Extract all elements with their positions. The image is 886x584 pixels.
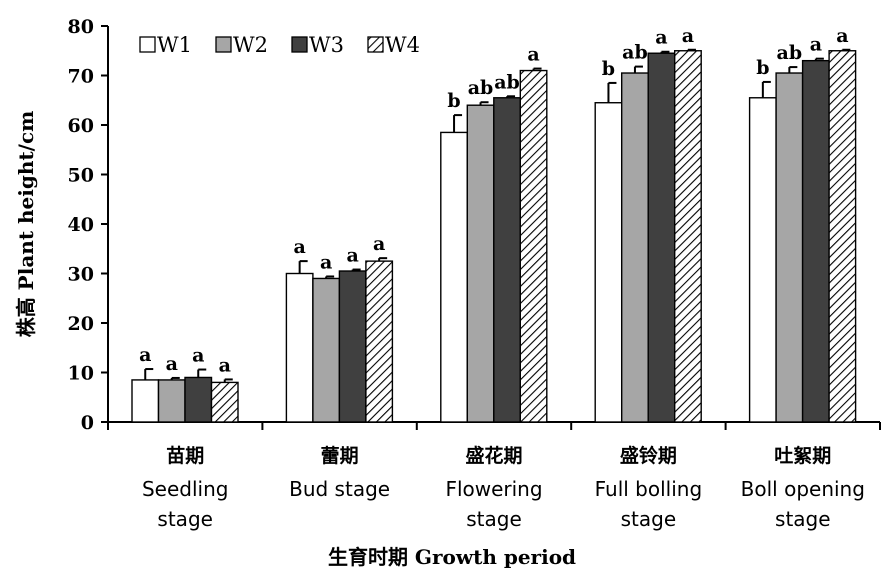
category-label-en: stage xyxy=(775,507,831,531)
bar-w3 xyxy=(184,376,213,423)
significance-label: ab xyxy=(468,77,494,99)
y-tick-label: 10 xyxy=(68,363,94,385)
bar-w3 xyxy=(493,97,521,423)
bar-w4 xyxy=(365,260,394,423)
y-tick-label: 80 xyxy=(68,16,94,38)
significance-label: a xyxy=(166,353,178,375)
significance-label: a xyxy=(192,345,204,367)
significance-label: a xyxy=(293,236,305,258)
category-label-cn: 苗期 xyxy=(166,445,204,467)
significance-label: a xyxy=(373,233,385,255)
category-label-en: Flowering xyxy=(445,477,542,501)
y-tick-label: 60 xyxy=(68,115,94,137)
significance-label: a xyxy=(836,25,848,47)
bar-w2 xyxy=(621,72,649,423)
category-label-en: Seedling xyxy=(142,477,228,501)
legend-swatch-w1 xyxy=(139,36,156,53)
bar-w4 xyxy=(210,381,239,423)
axes: 0 10 20 30 40 50 60 70 80 苗期 Seedling stage 蕾期 Bud st… xyxy=(14,16,881,569)
bar-w2 xyxy=(157,379,186,423)
category-label-cn: 蕾期 xyxy=(321,445,359,467)
bar-w2 xyxy=(466,104,495,423)
y-tick-label: 50 xyxy=(68,165,94,187)
category-label-en: Full bolling xyxy=(595,477,703,501)
category-label-en: Boll opening xyxy=(741,477,865,501)
bar-w4 xyxy=(828,50,857,423)
legend-swatch-w3 xyxy=(291,36,308,53)
legend-label-w4: W4 xyxy=(385,33,420,57)
legend-label-w2: W2 xyxy=(233,33,268,57)
x-axis-title: 生育时期 Growth period xyxy=(328,545,576,569)
legend-swatch-w2 xyxy=(215,36,232,53)
significance-label: b xyxy=(756,57,769,79)
bar-w4 xyxy=(519,69,548,423)
bar-w2 xyxy=(775,72,804,423)
bar-w1 xyxy=(594,102,623,423)
significance-label: b xyxy=(602,58,615,80)
bar-w1 xyxy=(748,97,777,423)
y-tick-label: 30 xyxy=(68,264,94,286)
bar-w1 xyxy=(440,131,468,423)
bar-w3 xyxy=(338,270,367,423)
significance-label: a xyxy=(655,27,667,49)
y-tick-label: 70 xyxy=(68,66,94,88)
significance-label: ab xyxy=(622,42,648,64)
legend-label-w3: W3 xyxy=(309,33,344,57)
category-label-cn: 盛花期 xyxy=(465,444,522,467)
category-label-en: stage xyxy=(157,507,213,531)
significance-label: a xyxy=(320,251,332,273)
category-label-cn: 盛铃期 xyxy=(620,444,677,467)
legend-label-w1: W1 xyxy=(157,33,192,57)
bar-w2 xyxy=(312,277,341,423)
y-tick-label: 20 xyxy=(68,313,94,335)
y-axis-title: 株高 Plant height/cm xyxy=(14,111,38,338)
category-label-en: stage xyxy=(466,507,522,531)
bar-w1 xyxy=(131,379,160,423)
bar-w4 xyxy=(674,50,702,423)
bars xyxy=(131,48,857,423)
category-label-en: stage xyxy=(621,507,677,531)
significance-label: b xyxy=(447,90,460,112)
y-tick-label: 40 xyxy=(68,214,94,236)
legend: W1 W2 W3 W4 xyxy=(139,33,420,57)
legend-swatch-w4 xyxy=(367,36,384,53)
significance-label: ab xyxy=(494,71,520,93)
significance-label: a xyxy=(219,354,231,376)
significance-label: a xyxy=(139,344,151,366)
category-label-cn: 吐絮期 xyxy=(774,444,831,467)
category-label-en: Bud stage xyxy=(289,477,390,501)
significance-label: a xyxy=(682,25,694,47)
significance-label: a xyxy=(527,44,539,66)
bar-w3 xyxy=(647,52,676,423)
y-tick-label: 0 xyxy=(81,412,94,434)
significance-label: a xyxy=(346,245,358,267)
significance-label: ab xyxy=(777,42,803,64)
bar-w3 xyxy=(801,59,830,423)
significance-label: a xyxy=(810,34,822,56)
bar-w1 xyxy=(285,272,314,423)
